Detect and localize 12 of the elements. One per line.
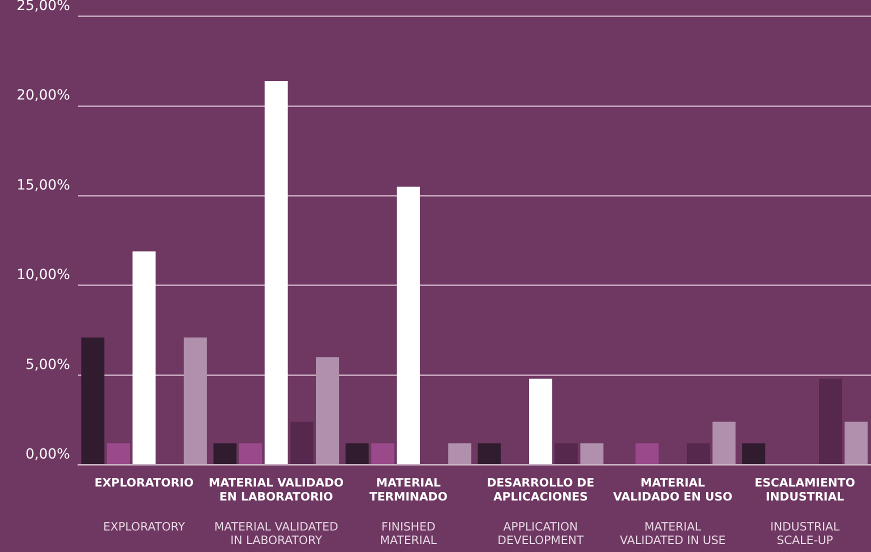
category-label: EXPLORATORIO EXPLORATORY: [94, 476, 194, 534]
category-label: DESARROLLO DE APLICACIONES APPLICATION DEVELOPMENT: [486, 476, 594, 548]
y-tick-label: 20,00%: [16, 88, 70, 104]
category-label: ESCALAMIENTO INDUSTRIAL INDUSTRIAL SCALE-UP: [754, 476, 856, 548]
y-tick-label: 0,00%: [26, 446, 70, 462]
category-label: MATERIAL TERMINADO FINISHED MATERIAL: [369, 476, 448, 548]
category-label: MATERIAL VALIDADO EN USO MATERIAL VALIDATED IN USE: [613, 476, 732, 548]
category-label: MATERIAL VALIDADO EN LABORATORIO MATERIAL VALIDATED IN LABORATORY: [208, 476, 344, 548]
y-tick-label: 10,00%: [16, 267, 70, 284]
y-tick-label: 15,00%: [16, 177, 70, 194]
y-tick-label: 25,00%: [16, 0, 70, 14]
y-tick-label: 5,00%: [26, 356, 70, 373]
